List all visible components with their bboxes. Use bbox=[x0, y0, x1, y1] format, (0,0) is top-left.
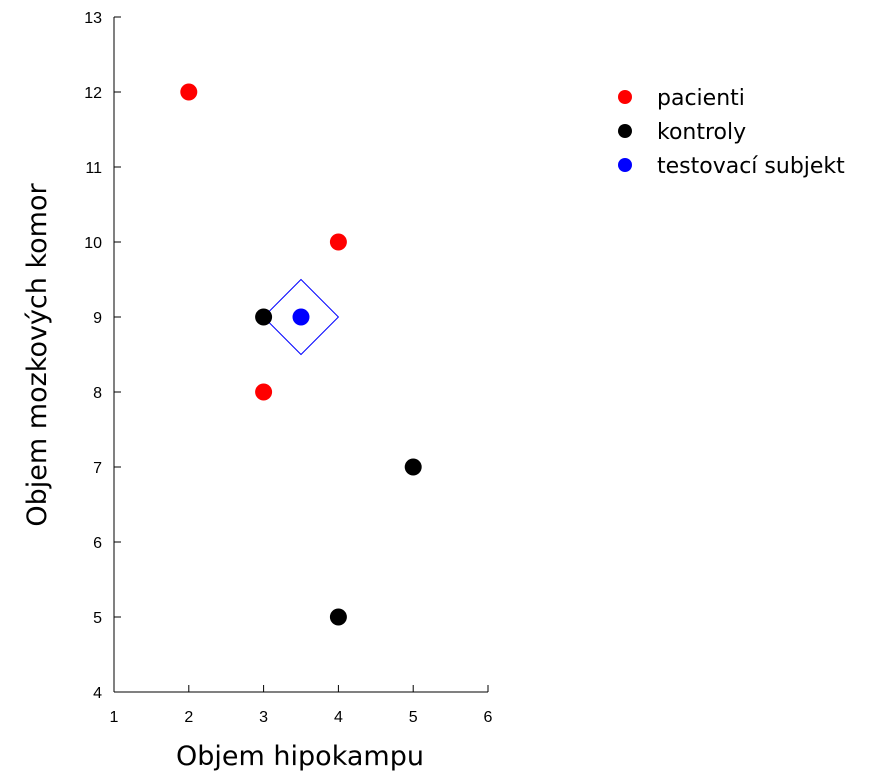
annotations bbox=[262, 278, 340, 356]
x-tick-label: 2 bbox=[184, 709, 193, 726]
data-point bbox=[292, 308, 310, 326]
data-point bbox=[180, 83, 198, 101]
legend: pacienti kontroly testovací subjekt bbox=[618, 86, 845, 179]
x-tick-label: 5 bbox=[409, 709, 418, 726]
y-tick-label: 8 bbox=[93, 385, 102, 402]
y-axis-title: Objem mozkových komor bbox=[22, 183, 53, 527]
legend-label: kontroly bbox=[657, 120, 746, 145]
legend-marker bbox=[618, 124, 632, 138]
legend-label: pacienti bbox=[657, 86, 745, 111]
y-tick-label: 13 bbox=[84, 10, 102, 27]
y-tick-label: 11 bbox=[85, 160, 102, 177]
data-point bbox=[404, 458, 422, 476]
y-tick-label: 10 bbox=[84, 235, 102, 252]
x-tick-label: 1 bbox=[110, 709, 119, 726]
x-tick-label: 3 bbox=[259, 709, 268, 726]
legend-marker bbox=[618, 158, 632, 172]
y-tick-label: 7 bbox=[93, 460, 102, 477]
x-axis-title: Objem hipokampu bbox=[176, 741, 424, 772]
data-point bbox=[255, 383, 273, 401]
legend-label: testovací subjekt bbox=[657, 154, 845, 179]
y-tick-label: 6 bbox=[93, 535, 102, 552]
y-tick-label: 12 bbox=[84, 85, 102, 102]
data-point bbox=[329, 233, 347, 251]
y-tick-label: 5 bbox=[93, 610, 102, 627]
data-points bbox=[180, 83, 422, 626]
legend-marker bbox=[618, 90, 632, 104]
data-point bbox=[255, 308, 273, 326]
y-tick-label: 4 bbox=[93, 685, 102, 702]
neighborhood-diamond bbox=[262, 278, 340, 356]
x-tick-label: 6 bbox=[484, 709, 493, 726]
x-tick-label: 4 bbox=[334, 709, 343, 726]
data-point bbox=[329, 608, 347, 626]
y-tick-label: 9 bbox=[93, 310, 102, 327]
